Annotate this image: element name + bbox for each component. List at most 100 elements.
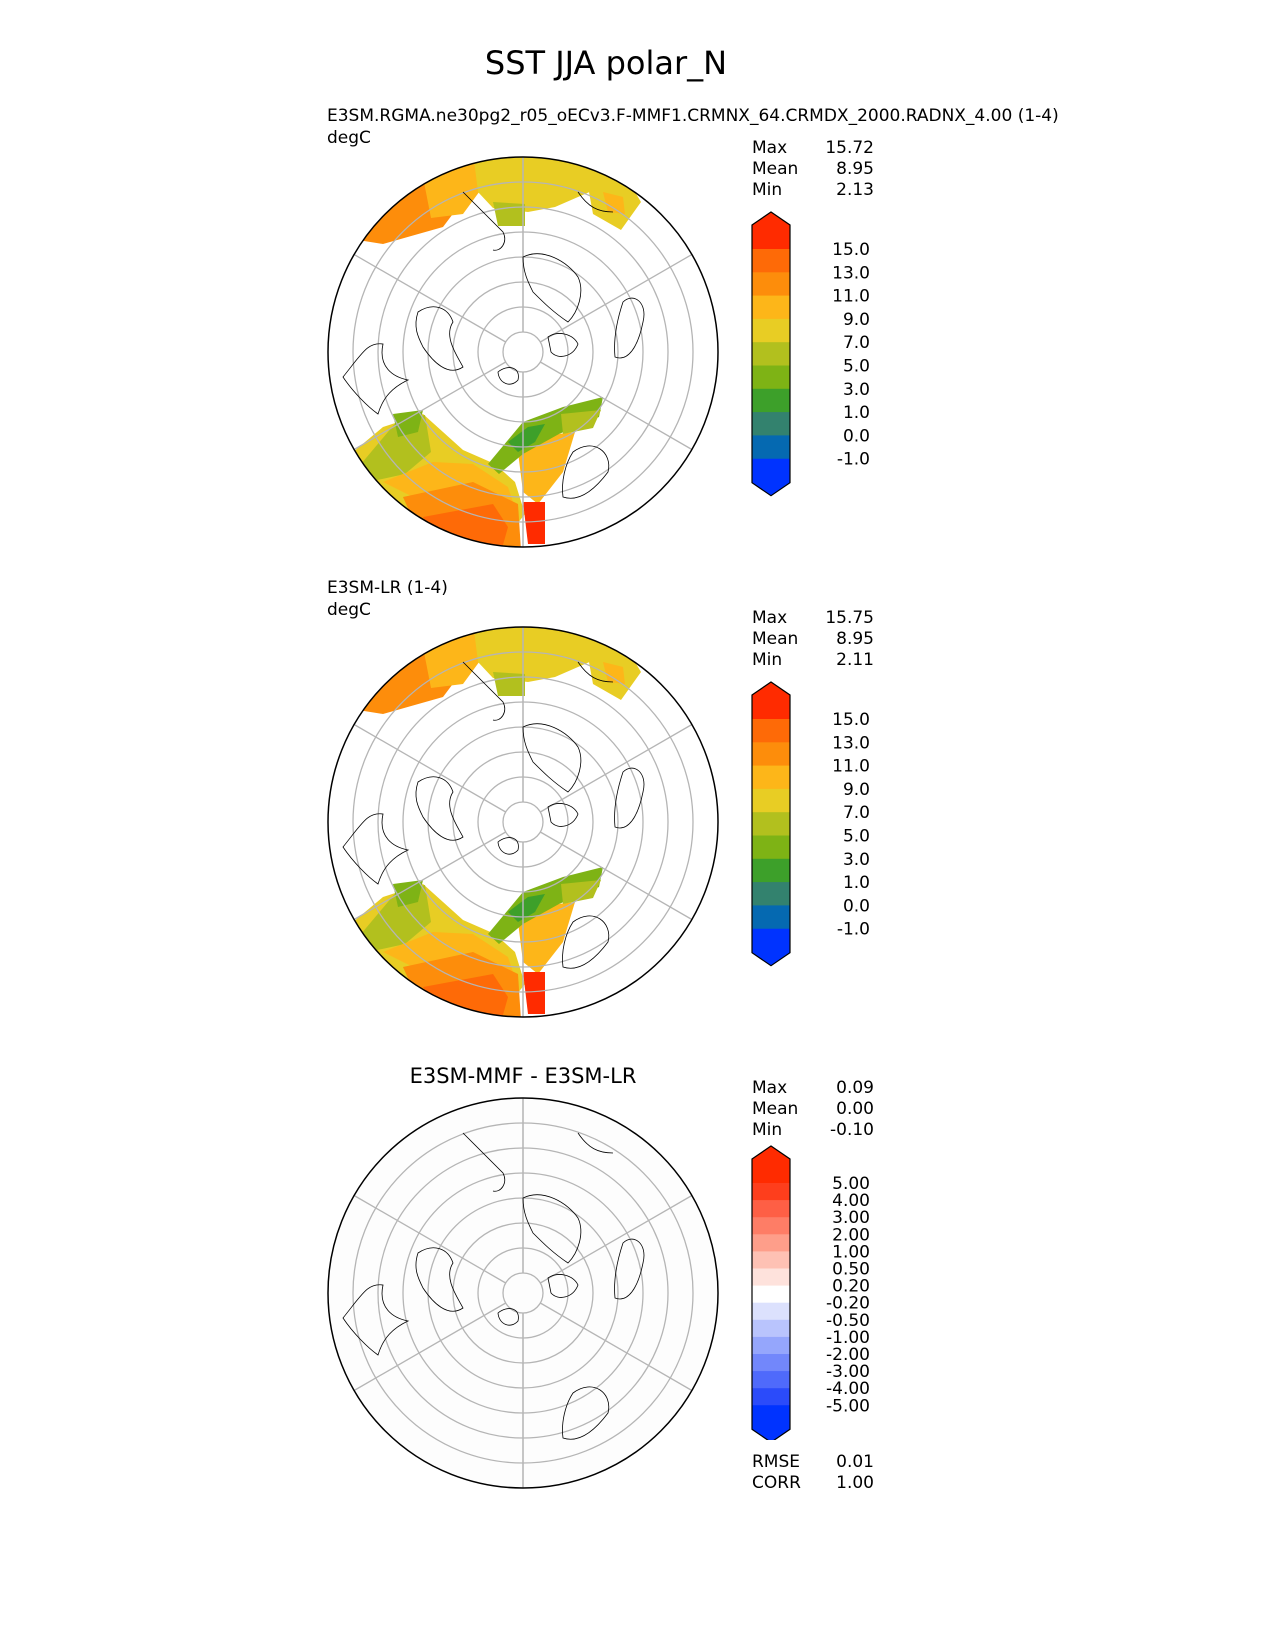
colorbar-tick-label: 7.0 xyxy=(843,333,870,353)
max-value: 15.75 xyxy=(825,608,874,628)
colorbar-band xyxy=(752,295,790,320)
mean-value: 0.00 xyxy=(836,1099,874,1119)
coastline xyxy=(462,191,506,251)
max-label: Max xyxy=(752,1078,788,1098)
colorbar-outline xyxy=(751,681,791,967)
colorbar-tick-label: -0.50 xyxy=(826,1311,870,1331)
polar-map-difference xyxy=(327,1097,719,1489)
colorbar-tick-label: 3.0 xyxy=(843,380,870,400)
coastline xyxy=(577,1132,614,1154)
colorbar-tick-label: 9.0 xyxy=(843,780,870,800)
panel1-subtitle: E3SM.RGMA.ne30pg2_r05_oECv3.F-MMF1.CRMNX… xyxy=(327,106,1059,126)
colorbar-tick-label: 13.0 xyxy=(832,263,870,283)
colorbar-tick-label: 0.0 xyxy=(843,896,870,916)
sst-contour-region xyxy=(473,627,605,682)
longitude-gridline xyxy=(349,831,507,923)
longitude-gridline xyxy=(349,361,507,453)
coastline xyxy=(522,723,582,793)
colorbar-band xyxy=(752,812,790,836)
colorbar-band xyxy=(752,719,790,743)
mean-value: 8.95 xyxy=(836,629,874,649)
coastline xyxy=(522,253,582,323)
figure-title: SST JJA polar_N xyxy=(484,44,728,82)
panel2-stats: Max 15.75 Mean 8.95 Min 2.11 xyxy=(752,608,874,671)
field-layer xyxy=(328,627,718,1017)
colorbar-outline xyxy=(751,211,791,497)
colorbar-tick-label: 1.0 xyxy=(843,403,870,423)
colorbar-band xyxy=(752,1371,790,1389)
coastline xyxy=(342,813,410,885)
coastline xyxy=(577,191,614,213)
map-boundary xyxy=(327,156,719,548)
colorbar-band xyxy=(752,1251,790,1269)
longitude-gridline xyxy=(539,1302,697,1394)
colorbar-tick-label: 0.0 xyxy=(843,426,870,446)
sst-contour-region xyxy=(423,157,485,218)
colorbar-tick-label: 2.00 xyxy=(832,1225,870,1245)
colorbar-band xyxy=(752,1336,790,1355)
map-boundary xyxy=(327,1097,719,1489)
colorbar-tick-label: 11.0 xyxy=(832,287,870,307)
sst-contour-region xyxy=(561,410,601,434)
colorbar-band xyxy=(752,905,790,930)
max-value: 15.72 xyxy=(825,138,874,158)
colorbar-tick-label: 5.0 xyxy=(843,827,870,847)
colorbar-extend-max xyxy=(752,1146,790,1183)
coastline xyxy=(522,1194,582,1264)
corr-label: CORR xyxy=(752,1473,801,1493)
colorbar-band xyxy=(752,765,790,790)
sst-contour-region xyxy=(518,432,575,504)
longitude-gridline xyxy=(539,251,697,343)
coastline xyxy=(462,661,506,721)
coastline xyxy=(614,1238,645,1300)
colorbar-tick-label: -0.20 xyxy=(826,1294,870,1314)
sst-contour-region xyxy=(493,202,525,226)
panel2-units: degC xyxy=(327,600,371,620)
coastline xyxy=(614,297,645,359)
colorbar-tick-label: -4.00 xyxy=(826,1379,870,1399)
colorbar-extend-min xyxy=(752,928,790,966)
coastline xyxy=(415,776,464,841)
longitude-gridline xyxy=(349,1192,507,1284)
sst-contour-region xyxy=(423,627,485,688)
min-label: Min xyxy=(752,1120,783,1140)
colorbar-tick-label: 11.0 xyxy=(832,757,870,777)
colorbar-band xyxy=(752,1285,790,1304)
colorbar-tick-label: 15.0 xyxy=(832,240,870,260)
colorbar-band xyxy=(752,1183,790,1201)
colorbar-tick-label: 3.0 xyxy=(843,850,870,870)
min-label: Min xyxy=(752,180,783,200)
coastline xyxy=(562,915,610,969)
colorbar-band xyxy=(752,435,790,460)
panel2-subtitle: E3SM-LR (1-4) xyxy=(327,578,448,598)
colorbar-band xyxy=(752,1234,790,1252)
max-label: Max xyxy=(752,608,788,628)
min-value: 2.13 xyxy=(836,180,874,200)
colorbar-band xyxy=(752,858,790,883)
coastline xyxy=(415,306,464,371)
longitude-gridline xyxy=(539,721,697,813)
mean-label: Mean xyxy=(752,159,799,179)
min-value: -0.10 xyxy=(830,1120,874,1140)
field-layer xyxy=(328,1098,718,1488)
coastline xyxy=(342,1284,410,1356)
max-value: 0.09 xyxy=(836,1078,874,1098)
coastline xyxy=(547,803,579,827)
longitude-gridline xyxy=(349,721,507,813)
colorbar-tick-label: 0.50 xyxy=(832,1260,870,1280)
coastline xyxy=(497,1308,519,1326)
polar-map-test xyxy=(327,156,719,548)
coastline xyxy=(562,445,610,499)
panel1-stats: Max 15.72 Mean 8.95 Min 2.13 xyxy=(752,138,874,201)
colorbar-band xyxy=(752,342,790,366)
colorbar-diff: 5.004.003.002.001.000.500.20-0.20-0.50-1… xyxy=(751,1145,870,1440)
colorbar-band xyxy=(752,1302,790,1321)
field-layer xyxy=(328,157,718,547)
rmse-label: RMSE xyxy=(752,1452,801,1472)
colorbar-band xyxy=(752,1217,790,1235)
corr-value: 1.00 xyxy=(836,1473,874,1493)
coastline xyxy=(497,367,519,385)
panel3-title: E3SM-MMF - E3SM-LR xyxy=(409,1064,637,1088)
sst-contour-region xyxy=(523,972,545,1014)
